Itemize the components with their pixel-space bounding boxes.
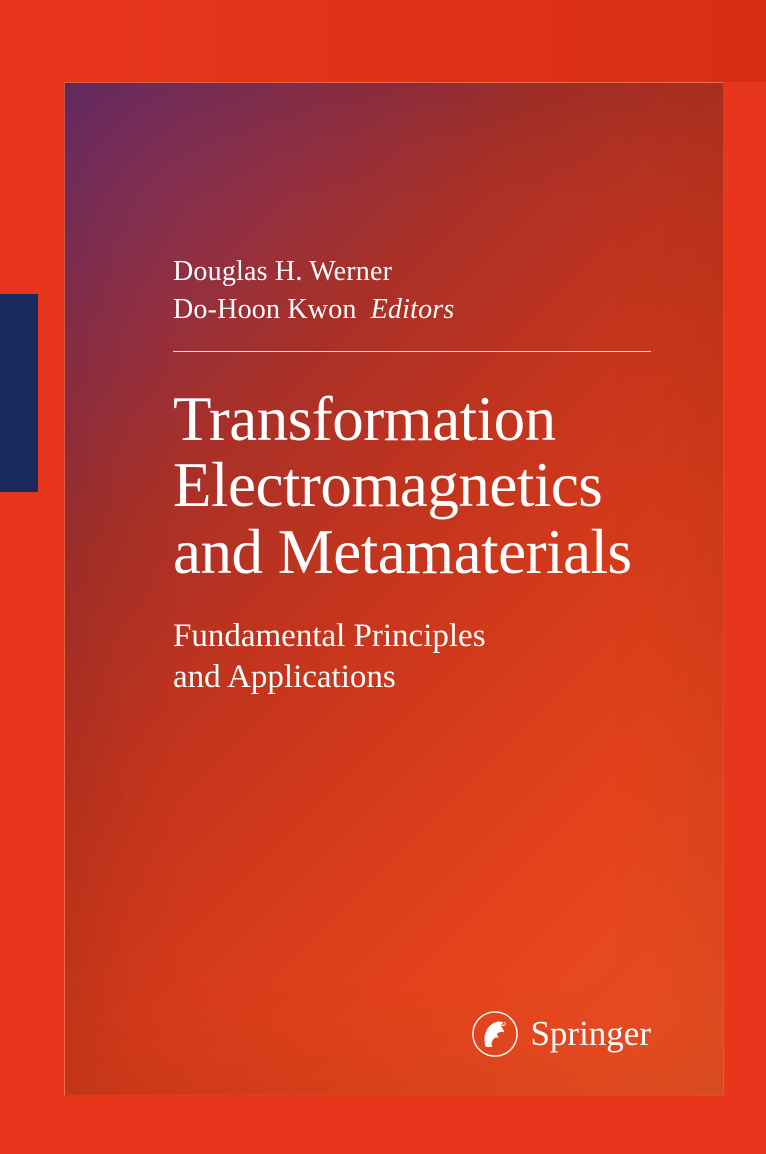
editors-block: Douglas H. Werner Do-Hoon Kwon Editors	[173, 253, 651, 329]
title-line-1: Transformation	[173, 386, 651, 453]
spine-tab	[0, 294, 38, 492]
main-gradient-panel: Douglas H. Werner Do-Hoon Kwon Editors Tr…	[64, 82, 724, 1096]
subtitle-line-2: and Applications	[173, 657, 651, 698]
top-strip	[0, 0, 766, 82]
publisher-block: Springer	[472, 1011, 651, 1057]
title-line-2: Electromagnetics	[173, 452, 651, 519]
editor-line-2: Do-Hoon Kwon Editors	[173, 291, 651, 329]
book-subtitle: Fundamental Principles and Applications	[173, 616, 651, 699]
publisher-name: Springer	[530, 1014, 651, 1054]
book-cover: Douglas H. Werner Do-Hoon Kwon Editors Tr…	[0, 0, 766, 1154]
editors-role: Editors	[371, 294, 455, 325]
springer-horse-icon	[472, 1011, 518, 1057]
text-block: Douglas H. Werner Do-Hoon Kwon Editors Tr…	[173, 253, 651, 698]
hairline-rule	[173, 351, 651, 352]
subtitle-line-1: Fundamental Principles	[173, 616, 651, 657]
book-title: Transformation Electromagnetics and Meta…	[173, 386, 651, 586]
editor-line-1: Douglas H. Werner	[173, 253, 651, 291]
title-line-3: and Metamaterials	[173, 519, 651, 586]
editor-name-2: Do-Hoon Kwon	[173, 294, 357, 325]
